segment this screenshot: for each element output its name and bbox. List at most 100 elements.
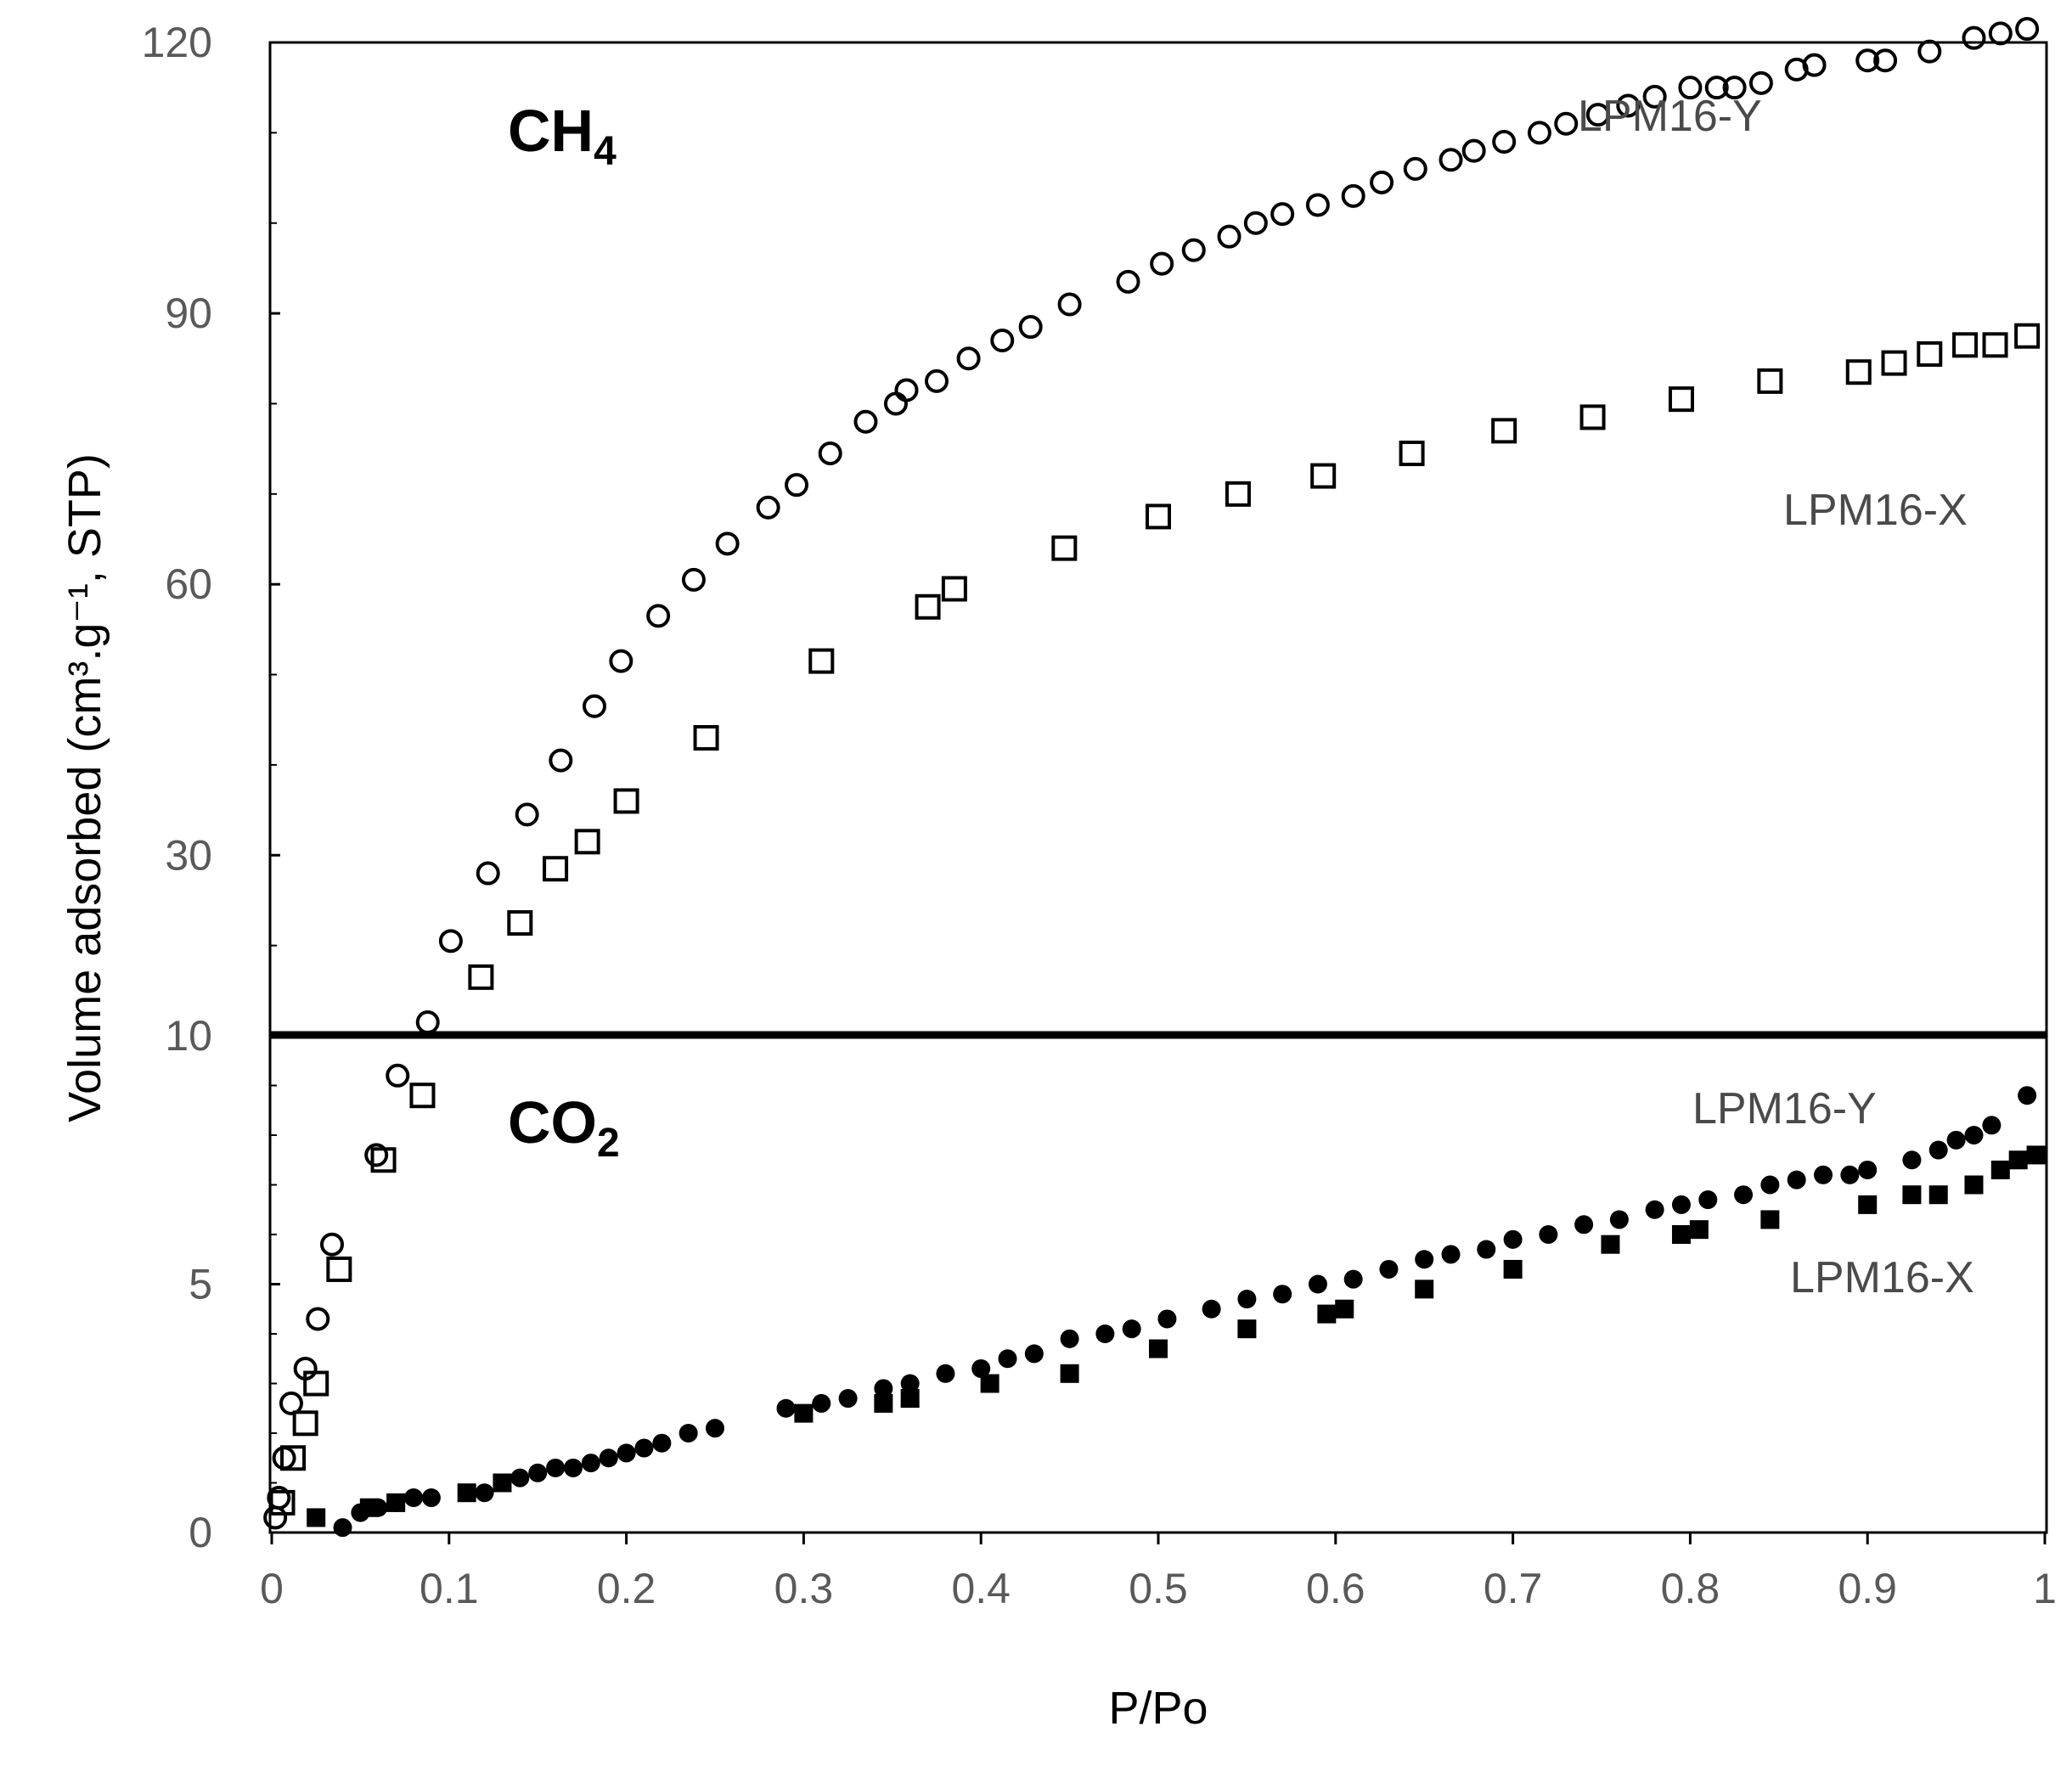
co2-lpm16-y-point xyxy=(936,1364,955,1383)
co2-lpm16-y-point xyxy=(1343,1269,1363,1289)
ch4-lpm16-x-point xyxy=(1982,332,2008,358)
ch4-lpm16-y-point xyxy=(1461,138,1486,163)
ch4-lpm16-y-point xyxy=(1917,39,1942,64)
ch4-lpm16-y-point xyxy=(267,1486,291,1510)
ch4-lpm16-y-point xyxy=(415,1010,440,1035)
ch4-lpm16-y-point xyxy=(1439,148,1463,172)
co2-lpm16-x-point xyxy=(1902,1185,1922,1205)
co2-lpm16-x-point xyxy=(1964,1175,1984,1195)
co2-lpm16-y-point xyxy=(1273,1285,1292,1304)
co2-lpm16-x-point xyxy=(457,1483,476,1503)
co2-gas-subscript: 2 xyxy=(597,1121,620,1166)
ch4-lpm16-x-point xyxy=(543,856,569,882)
co2-lpm16-x-point xyxy=(1060,1364,1079,1383)
ch4-lpm16-x-point xyxy=(1051,535,1078,561)
co2-lpm16-y-point xyxy=(1840,1165,1860,1184)
co2-lpm16-y-point xyxy=(998,1349,1017,1369)
ch4-lpm16-y-point xyxy=(925,368,949,393)
ch4-lpm16-y-point xyxy=(1403,156,1427,181)
x-axis-title: P/Po xyxy=(1108,1683,1208,1734)
co2-lpm16-y-point xyxy=(617,1443,636,1463)
co2-lpm16-y-point xyxy=(1814,1165,1833,1184)
y-tick-label: 120 xyxy=(142,19,212,66)
co2-lpm16-y-point xyxy=(1060,1329,1079,1348)
ch4-lpm16-y-point xyxy=(1722,76,1747,100)
co2-lpm16-y-point xyxy=(652,1433,672,1453)
ch4-lpm16-y-point xyxy=(1962,25,1986,50)
ch4-lpm16-x-point xyxy=(1668,386,1694,413)
co2-lpm16-y-point xyxy=(333,1518,352,1538)
y-tick-label: 10 xyxy=(165,1012,212,1060)
ch4-lpm16-y-point xyxy=(279,1391,303,1415)
ch4-lpm16-x-point xyxy=(693,725,719,751)
ch4-lpm16-x-point xyxy=(1579,404,1606,430)
x-tick-label: 0.6 xyxy=(1306,1565,1365,1612)
ch4-lpm16-y-point xyxy=(1554,111,1579,136)
ch4-lpm16-y-point xyxy=(1616,93,1641,118)
co2-lpm16-y-point xyxy=(599,1448,618,1468)
ch4-lpm16-y-point xyxy=(1642,84,1667,109)
co2-lpm16-x-point xyxy=(1760,1210,1780,1229)
ch4-lpm16-y-point xyxy=(1492,130,1517,154)
ch4-lpm16-y-point xyxy=(1181,238,1206,262)
co2-lpm16-y-point xyxy=(1202,1299,1221,1319)
ch4-lpm16-x-point xyxy=(269,1489,296,1516)
data-markers xyxy=(263,17,2046,1538)
x-tick-label: 0.7 xyxy=(1484,1565,1543,1612)
ch4-lpm16-y-point xyxy=(1370,170,1394,194)
co2-lpm16-x-point xyxy=(1415,1280,1434,1299)
ch4-lpm16-x-point xyxy=(613,788,639,814)
x-tick-label: 0.9 xyxy=(1838,1565,1897,1612)
ch4-lpm16-y-point xyxy=(785,473,809,498)
co2-lpm16-y-point xyxy=(900,1374,920,1393)
co2-lpm16-y-point xyxy=(581,1454,600,1473)
ch4-lpm16-y-point xyxy=(386,1063,410,1088)
ch4-gas-subscript: 4 xyxy=(594,129,617,174)
ch4-lpm16-x-point xyxy=(1491,418,1517,444)
ch4-lpm16-y-point xyxy=(1116,269,1140,294)
co2-panel-title: CO2 xyxy=(508,1089,620,1166)
ch4-lpm16-x-point xyxy=(574,829,600,855)
co2-lpm16-y-point xyxy=(1157,1309,1177,1329)
ch4-lpm16-y-point xyxy=(364,1143,389,1167)
co2-lpm16-y-point xyxy=(2018,1086,2037,1105)
co2-lpm16-y-point xyxy=(1964,1126,1984,1145)
ch4-lpm16-y-point xyxy=(715,531,740,556)
ch4-lpm16-y-point xyxy=(306,1307,330,1331)
x-tick-label: 0.3 xyxy=(774,1565,834,1612)
co2-lpm16-x-point xyxy=(1990,1160,2010,1179)
x-tick-label: 0.4 xyxy=(951,1565,1011,1612)
ch4-lpm16-y-point xyxy=(956,346,981,371)
ch4-lpm16-x-point xyxy=(303,1370,329,1397)
co2-lpm16-y-point xyxy=(1379,1259,1399,1279)
ch4-lpm16-y-point xyxy=(1704,76,1729,100)
ch4-lpm16-x-point xyxy=(370,1147,397,1173)
ch4-lpm16-y-point xyxy=(549,748,573,773)
co2-lpm16-x-point xyxy=(980,1374,999,1393)
co2-lpm16-x-point xyxy=(900,1389,920,1409)
co2-lpm16-y-point xyxy=(1928,1140,1948,1160)
x-tick-label: 0.1 xyxy=(419,1565,479,1612)
ch4-lpm16-y-point xyxy=(583,694,607,718)
y-tick-label: 60 xyxy=(165,560,212,608)
ch4-lpm16-y-point xyxy=(609,649,633,673)
ch4-lpm16-y-point xyxy=(1341,183,1365,208)
co2-lpm16-y-point xyxy=(776,1398,796,1418)
ch4-lpm16-y-point xyxy=(1270,202,1295,227)
ch4-lpm16-y-point xyxy=(1748,70,1773,95)
ch4-lpm16-x-point xyxy=(1845,359,1872,385)
co2-lpm16-y-point xyxy=(1645,1200,1664,1219)
ch4-lpm16-y-point xyxy=(1150,251,1174,276)
co2-lpm16-x-point xyxy=(359,1498,379,1517)
ch4-lpm16-x-point xyxy=(1310,463,1337,489)
ch4-lpm16-x-point xyxy=(280,1445,307,1471)
x-tick-label: 0.5 xyxy=(1129,1565,1188,1612)
ch4-lpm16-y-point xyxy=(2015,17,2040,42)
co2-lpm16-y-point xyxy=(1946,1130,1966,1150)
ch4-lpm16-x-point xyxy=(292,1410,318,1437)
co2-lpm16-y-point xyxy=(1122,1319,1141,1339)
ch4-lpm16-y-point xyxy=(1678,76,1703,100)
ch4-lpm16-x-point xyxy=(1917,340,1943,367)
co2-lpm16-y-point xyxy=(1308,1274,1327,1294)
